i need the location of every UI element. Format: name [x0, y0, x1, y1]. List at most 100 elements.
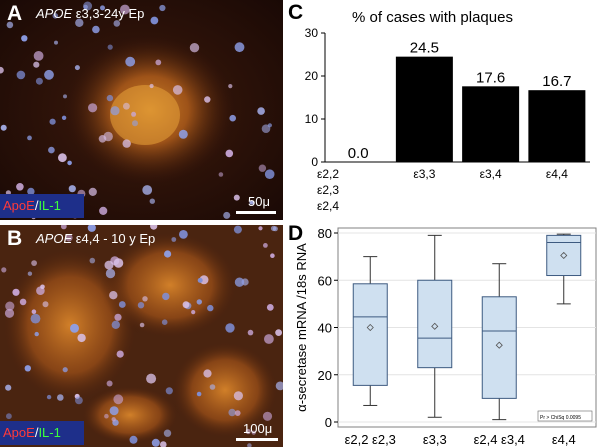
nucleus-dot — [275, 381, 283, 391]
bar-value-label: 16.7 — [542, 73, 571, 90]
stain-il-b: IL-1 — [38, 425, 61, 440]
nucleus-dot — [42, 301, 49, 308]
nucleus-dot — [49, 118, 56, 125]
nucleus-dot — [270, 225, 277, 232]
nucleus-dot — [165, 387, 173, 395]
scale-label-a: 50μ — [248, 194, 270, 209]
nucleus-dot — [114, 313, 122, 321]
box — [352, 283, 388, 386]
y-tick-label: 0 — [325, 415, 332, 430]
nucleus-dot — [262, 411, 273, 421]
nucleus-dot — [203, 369, 212, 378]
plot-frame — [337, 227, 597, 428]
nucleus-dot — [19, 298, 27, 306]
nucleus-dot — [106, 380, 113, 387]
nucleus-dot — [58, 153, 67, 163]
x-tick-label: ε2,4 ε3,4 — [474, 432, 525, 447]
nucleus-dot — [122, 139, 131, 148]
scale-label-b: 100μ — [243, 421, 273, 436]
x-tick-label: ε2,2 — [317, 167, 339, 181]
scale-bar-a — [236, 211, 276, 214]
nucleus-dot — [233, 194, 240, 201]
panel-b-gene: APOE — [36, 231, 73, 246]
nucleus-dot — [99, 206, 108, 215]
nucleus-dot — [40, 284, 45, 290]
x-tick-label: ε2,2 ε2,3 — [345, 432, 396, 447]
nucleus-dot — [5, 301, 15, 311]
nucleus-dot — [149, 83, 154, 89]
nucleus-dot — [31, 260, 37, 266]
nucleus-dot — [104, 413, 109, 419]
bar-value-label: 24.5 — [410, 40, 439, 57]
nucleus-dot — [27, 271, 33, 276]
nucleus-dot — [70, 323, 79, 333]
y-tick-label: 30 — [305, 26, 319, 40]
nucleus-dot — [258, 164, 267, 172]
nucleus-dot — [111, 320, 121, 329]
nucleus-dot — [163, 429, 172, 437]
nucleus-dot — [251, 430, 256, 435]
panel-b-title-rest: ε4,4 - 10 y Ep — [72, 231, 156, 246]
bar-value-label: 17.6 — [476, 69, 505, 86]
nucleus-dot — [131, 111, 137, 117]
nucleus-dot — [104, 260, 114, 270]
micrograph-b-image — [0, 225, 283, 447]
nucleus-dot — [129, 435, 138, 444]
nucleus-dot — [62, 367, 68, 373]
nucleus-dot — [234, 410, 241, 416]
panel-a-title-rest: ε3,3-24y Ep — [72, 6, 145, 21]
nucleus-dot — [249, 200, 254, 205]
nucleus-dot — [228, 84, 233, 89]
x-tick-label: ε3,4 — [480, 167, 502, 181]
nucleus-dot — [247, 443, 252, 447]
nucleus-dot — [111, 417, 116, 422]
nucleus-dot — [74, 65, 80, 71]
nucleus-dot — [218, 172, 224, 177]
nucleus-dot — [33, 61, 40, 68]
nucleus-dot — [6, 21, 14, 29]
nucleus-dot — [261, 124, 271, 133]
micrograph-a-image — [0, 0, 283, 220]
nucleus-dot — [24, 365, 31, 372]
nucleus-dot — [0, 124, 7, 131]
nucleus-dot — [234, 42, 245, 53]
nucleus-dot — [65, 234, 73, 242]
nucleus-dot — [120, 4, 130, 15]
mean-marker — [495, 341, 503, 349]
nucleus-dot — [139, 322, 145, 328]
y-tick-label: 20 — [305, 69, 319, 83]
panel-a-gene: APOE — [36, 6, 73, 21]
nucleus-dot — [1, 267, 7, 273]
nucleus-dot — [110, 106, 120, 116]
stat-annotation: Pr > ChiSq 0.0095 — [540, 415, 581, 421]
nucleus-dot — [264, 334, 274, 344]
nucleus-dot — [151, 438, 160, 447]
nucleus-dot — [5, 384, 12, 391]
stain-il-a: IL-1 — [38, 198, 61, 213]
nucleus-dot — [105, 268, 116, 279]
nucleus-dot — [88, 103, 98, 113]
nucleus-dot — [196, 391, 202, 397]
nucleus-dot — [87, 225, 96, 232]
bar — [528, 90, 586, 162]
mean-marker — [366, 323, 374, 332]
nucleus-dot — [113, 258, 124, 268]
nucleus-dot — [54, 40, 58, 45]
nucleus-dot — [160, 441, 167, 447]
nucleus-dot — [245, 428, 251, 435]
nucleus-dot — [60, 225, 67, 230]
nucleus-dot — [33, 51, 44, 61]
nucleus-dot — [92, 25, 100, 34]
box — [417, 279, 453, 369]
nucleus-dot — [161, 319, 168, 325]
mean-marker — [560, 251, 568, 260]
nucleus-dot — [266, 304, 274, 311]
nucleus-dot — [0, 66, 4, 74]
nucleus-dot — [229, 114, 236, 122]
nucleus-dot — [118, 301, 126, 308]
nucleus-dot — [5, 413, 12, 420]
nucleus-dot — [234, 277, 245, 287]
nucleus-dot — [191, 310, 196, 315]
nucleus-dot — [27, 135, 32, 141]
nucleus-dot — [263, 243, 268, 248]
